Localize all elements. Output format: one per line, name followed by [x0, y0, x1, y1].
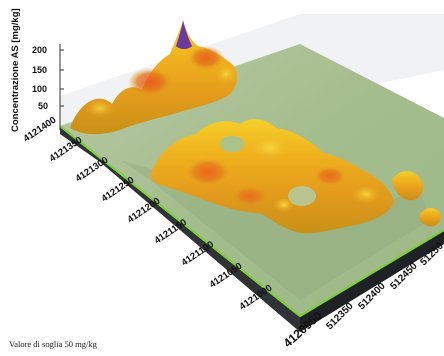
y-tick-label: 4121200 [126, 196, 163, 226]
y-tick-label: 4121250 [100, 175, 137, 205]
z-axis-label: Concentrazione AS [mg/kg] [10, 8, 21, 132]
surface-hills [70, 20, 441, 234]
z-tick-label: 150 [32, 65, 47, 75]
z-tick-label: 100 [32, 84, 47, 94]
z-tick-label: 200 [32, 45, 47, 55]
base-plane-edge [59, 125, 444, 318]
threshold-caption: Valore di soglia 50 mg/kg [9, 339, 97, 349]
z-tick-label: 50 [38, 101, 48, 111]
y-tick-label: 4121300 [74, 155, 111, 185]
base-slab [60, 126, 444, 332]
y-tick-label: 4121400 [22, 115, 59, 145]
base-slab-right [300, 230, 444, 332]
